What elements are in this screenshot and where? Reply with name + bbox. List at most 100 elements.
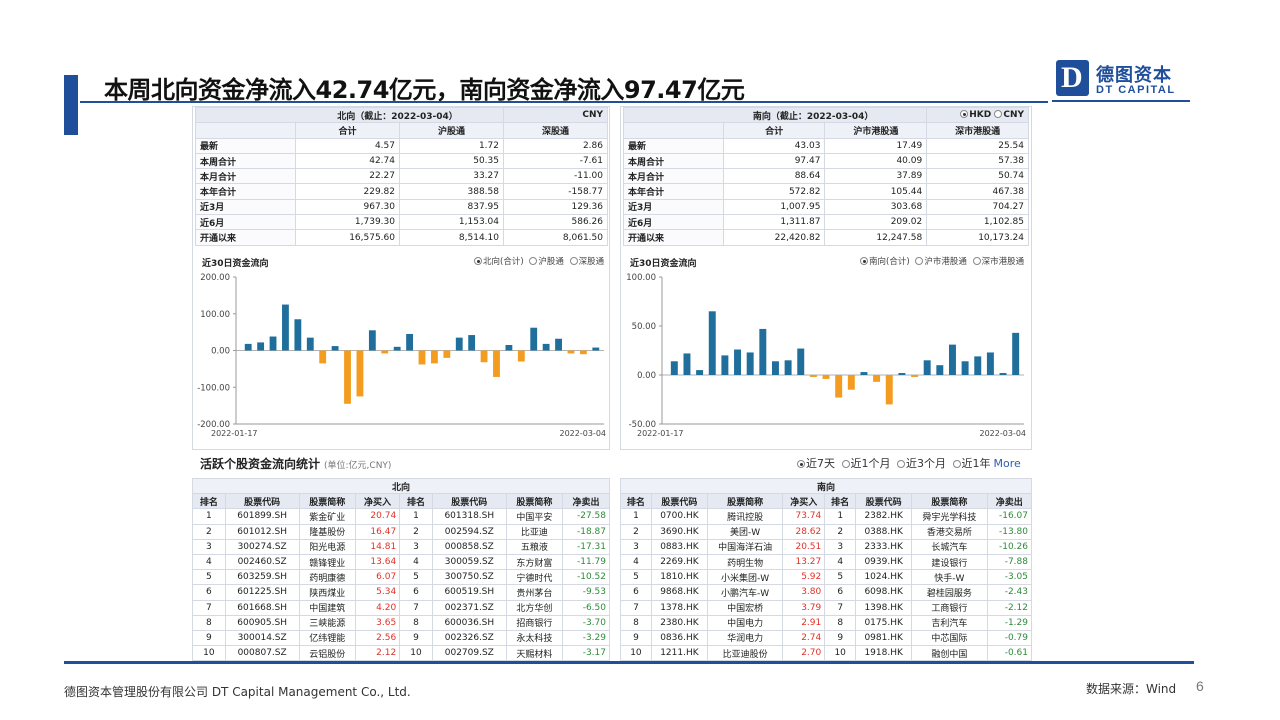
period-radio-icon[interactable] [897, 460, 905, 468]
stock-cell[interactable]: 000807.SZ [224, 645, 300, 662]
stock-cell[interactable]: 永太科技 [505, 629, 563, 647]
stock-cell[interactable]: 亿纬锂能 [298, 629, 356, 647]
stock-cell[interactable]: 1918.HK [855, 645, 913, 662]
stock-cell[interactable]: 中芯国际 [911, 629, 988, 647]
stock-cell[interactable]: 美团-W [706, 523, 784, 540]
stock-cell[interactable]: 6098.HK [855, 584, 913, 601]
legend-radio-icon[interactable] [860, 257, 868, 265]
stock-cell[interactable]: 1398.HK [855, 599, 913, 616]
south-legend-2[interactable]: 深市港股通 [981, 257, 1025, 267]
stock-cell[interactable]: 1810.HK [650, 569, 708, 586]
stock-cell[interactable]: 贵州茅台 [505, 584, 563, 601]
stock-cell[interactable]: 紫金矿业 [298, 508, 356, 525]
stock-cell[interactable]: 比亚迪 [505, 523, 563, 540]
stock-cell[interactable]: 002460.SZ [224, 553, 300, 571]
period-radio-icon[interactable] [797, 460, 805, 468]
stock-cell[interactable]: 碧桂园服务 [911, 584, 988, 601]
legend-radio-icon[interactable] [569, 257, 578, 265]
stock-cell[interactable]: 2380.HK [650, 614, 708, 631]
stock-cell[interactable]: 比亚迪股份 [706, 645, 784, 662]
stock-cell[interactable]: 舜宇光学科技 [911, 508, 988, 525]
stock-cell[interactable]: 阳光电源 [298, 538, 356, 555]
stock-cell[interactable]: 2382.HK [855, 508, 913, 525]
stock-cell[interactable]: 华润电力 [706, 629, 784, 647]
stock-cell[interactable]: 601318.SH [431, 508, 507, 525]
south-legend-0[interactable]: 南向(合计) [869, 257, 910, 267]
stock-cell[interactable]: 工商银行 [911, 599, 988, 616]
stock-cell[interactable]: 601225.SH [224, 584, 300, 601]
stock-cell[interactable]: 0939.HK [855, 553, 913, 571]
cny-radio-icon[interactable] [994, 110, 1003, 119]
stock-cell[interactable]: 宁德时代 [505, 569, 563, 586]
stock-cell[interactable]: 东方财富 [505, 553, 563, 571]
hkd-radio-icon[interactable] [960, 110, 969, 119]
stock-cell[interactable]: 300274.SZ [224, 538, 300, 555]
period-radio-icon[interactable] [952, 460, 961, 468]
stock-cell[interactable]: 陕西煤业 [298, 584, 356, 601]
stock-cell[interactable]: 1211.HK [650, 645, 708, 662]
stock-cell[interactable]: 吉利汽车 [911, 614, 988, 631]
stock-cell[interactable]: 快手-W [911, 569, 988, 586]
legend-radio-icon[interactable] [972, 257, 981, 265]
stock-cell[interactable]: 中国宏桥 [706, 599, 784, 616]
legend-radio-icon[interactable] [529, 257, 538, 265]
stock-cell[interactable]: 招商银行 [505, 614, 563, 631]
stock-cell[interactable]: 0981.HK [855, 629, 913, 647]
stock-cell[interactable]: 五粮液 [505, 538, 563, 555]
stock-cell[interactable]: 云铝股份 [298, 645, 356, 662]
period-1m[interactable]: 近1个月 [850, 457, 891, 470]
stock-cell[interactable]: 0175.HK [855, 614, 913, 631]
stock-cell[interactable]: 药明生物 [706, 553, 784, 571]
stock-cell[interactable]: 0388.HK [855, 523, 913, 540]
stock-cell[interactable]: 1024.HK [855, 569, 913, 586]
stock-cell[interactable]: 天赐材料 [505, 645, 563, 662]
stock-cell[interactable]: 601012.SH [224, 523, 300, 540]
stock-cell[interactable]: 2269.HK [650, 553, 708, 571]
stock-cell[interactable]: 9868.HK [650, 584, 708, 601]
south-legend-1[interactable]: 沪市港股通 [924, 257, 967, 267]
stock-cell[interactable]: 2333.HK [855, 538, 913, 555]
stock-cell[interactable]: 3690.HK [650, 523, 708, 540]
stock-cell[interactable]: 1378.HK [650, 599, 708, 616]
stock-cell[interactable]: 药明康德 [298, 569, 356, 586]
stock-cell[interactable]: 002709.SZ [431, 645, 507, 662]
stock-cell[interactable]: 300059.SZ [431, 553, 507, 571]
stock-cell[interactable]: 601899.SH [224, 508, 300, 525]
hkd-label[interactable]: HKD [969, 110, 992, 121]
stock-cell[interactable]: 000858.SZ [431, 538, 507, 555]
period-radio-icon[interactable] [841, 460, 850, 468]
north-legend-0[interactable]: 北向(合计) [483, 257, 524, 267]
stock-cell[interactable]: 0700.HK [650, 508, 708, 525]
period-3m[interactable]: 近3个月 [906, 457, 946, 470]
stock-cell[interactable]: 融创中国 [911, 645, 988, 662]
stock-cell[interactable]: 600519.SH [431, 584, 507, 601]
stock-cell[interactable]: 603259.SH [224, 569, 300, 586]
stock-cell[interactable]: 香港交易所 [911, 523, 988, 540]
stock-cell[interactable]: 建设银行 [911, 553, 988, 571]
stock-cell[interactable]: 中国海洋石油 [706, 538, 784, 555]
stock-cell[interactable]: 小米集团-W [706, 569, 784, 586]
stock-cell[interactable]: 002326.SZ [431, 629, 507, 647]
stock-cell[interactable]: 300750.SZ [431, 569, 507, 586]
stock-cell[interactable]: 600036.SH [431, 614, 507, 631]
period-7d[interactable]: 近7天 [806, 457, 835, 470]
stock-cell[interactable]: 600905.SH [224, 614, 300, 631]
stock-cell[interactable]: 300014.SZ [224, 629, 300, 647]
more-link[interactable]: More [993, 457, 1021, 470]
stock-cell[interactable]: 腾讯控股 [706, 508, 784, 525]
stock-cell[interactable]: 中国平安 [505, 508, 563, 525]
period-1y[interactable]: 近1年 [961, 457, 991, 470]
period-selector[interactable]: 近7天 近1个月 近3个月 近1年 More [797, 455, 1021, 471]
stock-cell[interactable]: 0836.HK [650, 629, 708, 647]
stock-cell[interactable]: 三峡能源 [298, 614, 356, 631]
stock-cell[interactable]: 002594.SZ [431, 523, 507, 540]
north-legend-2[interactable]: 深股通 [578, 257, 605, 267]
stock-cell[interactable]: 赣锋锂业 [298, 553, 356, 571]
stock-cell[interactable]: 中国电力 [706, 614, 784, 631]
legend-radio-icon[interactable] [915, 257, 924, 265]
stock-cell[interactable]: 小鹏汽车-W [706, 584, 784, 601]
stock-cell[interactable]: 601668.SH [224, 599, 300, 616]
stock-cell[interactable]: 北方华创 [505, 599, 563, 616]
stock-cell[interactable]: 长城汽车 [911, 538, 988, 555]
stock-cell[interactable]: 中国建筑 [298, 599, 356, 616]
